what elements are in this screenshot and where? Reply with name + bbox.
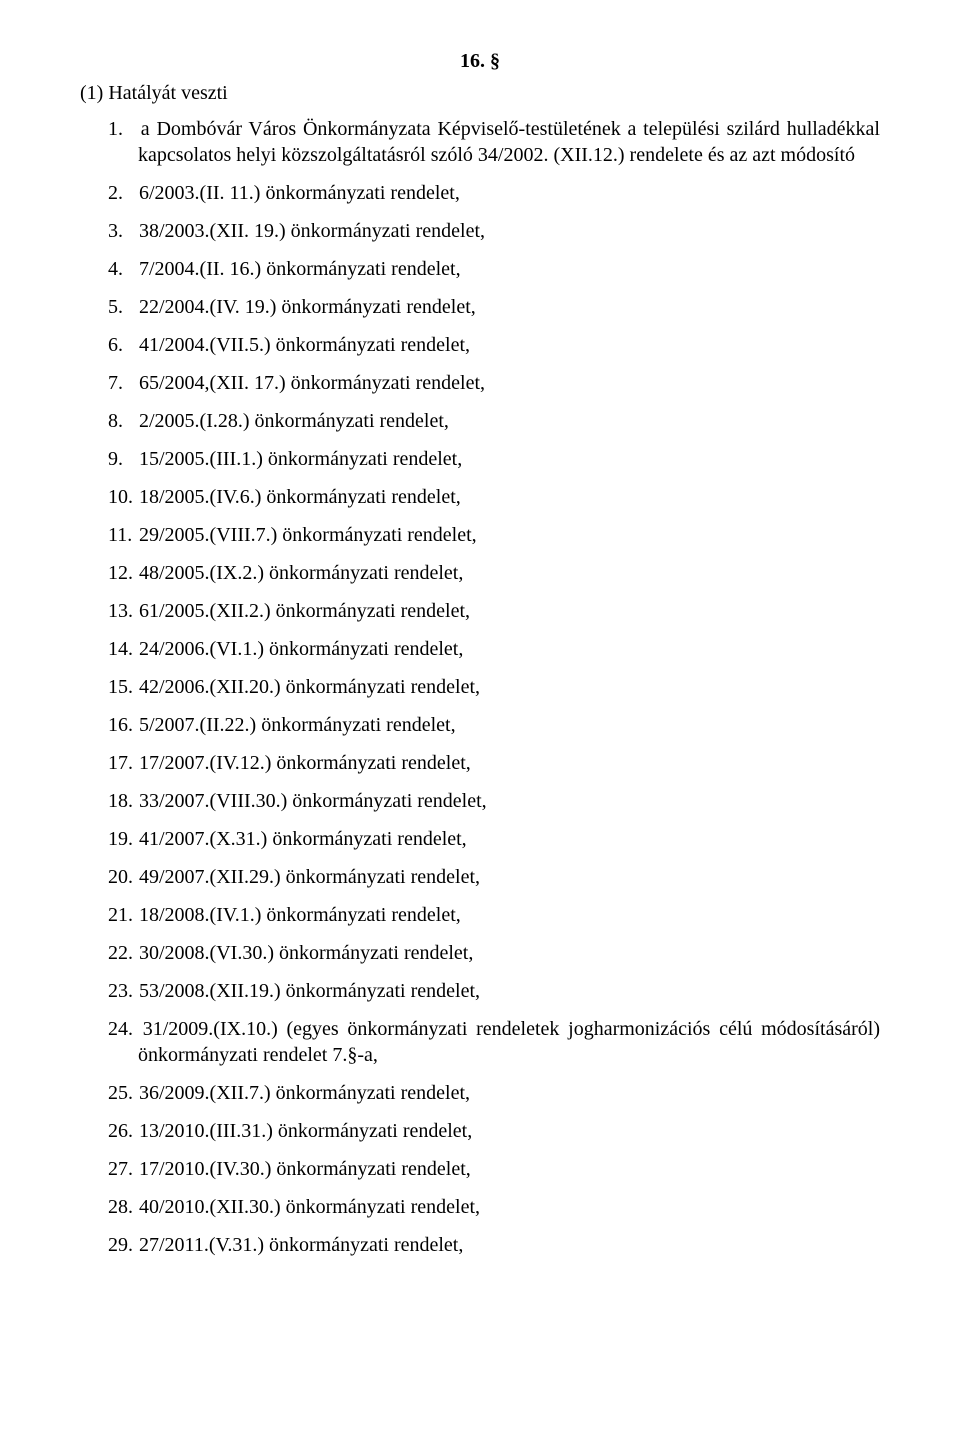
item-text: 61/2005.(XII.2.) önkormányzati rendelet, <box>134 600 470 622</box>
item-number: 3. <box>108 218 134 244</box>
item-text: 53/2008.(XII.19.) önkormányzati rendelet… <box>134 980 480 1002</box>
item-text: 65/2004,(XII. 17.) önkormányzati rendele… <box>134 372 485 394</box>
list-item: 29. 27/2011.(V.31.) önkormányzati rendel… <box>80 1232 880 1258</box>
item-text: 36/2009.(XII.7.) önkormányzati rendelet, <box>134 1082 470 1104</box>
item-number: 16. <box>108 712 134 738</box>
item-text: 38/2003.(XII. 19.) önkormányzati rendele… <box>134 220 485 242</box>
list-item: 4. 7/2004.(II. 16.) önkormányzati rendel… <box>80 256 880 282</box>
item-text: 31/2009.(IX.10.) (egyes önkormányzati re… <box>134 1018 880 1066</box>
list-item: 10. 18/2005.(IV.6.) önkormányzati rendel… <box>80 484 880 510</box>
regulation-list: 1. a Dombóvár Város Önkormányzata Képvis… <box>80 116 880 1258</box>
list-item: 17. 17/2007.(IV.12.) önkormányzati rende… <box>80 750 880 776</box>
item-text: 7/2004.(II. 16.) önkormányzati rendelet, <box>134 258 461 280</box>
item-text: 42/2006.(XII.20.) önkormányzati rendelet… <box>134 676 480 698</box>
item-text: 33/2007.(VIII.30.) önkormányzati rendele… <box>134 790 487 812</box>
item-number: 1. <box>108 116 134 142</box>
list-item: 25. 36/2009.(XII.7.) önkormányzati rende… <box>80 1080 880 1106</box>
item-text: 24/2006.(VI.1.) önkormányzati rendelet, <box>134 638 463 660</box>
list-item: 8. 2/2005.(I.28.) önkormányzati rendelet… <box>80 408 880 434</box>
item-text: 6/2003.(II. 11.) önkormányzati rendelet, <box>134 182 460 204</box>
item-text: 17/2010.(IV.30.) önkormányzati rendelet, <box>134 1158 471 1180</box>
item-number: 19. <box>108 826 134 852</box>
item-number: 24. <box>108 1016 134 1042</box>
list-item: 3. 38/2003.(XII. 19.) önkormányzati rend… <box>80 218 880 244</box>
list-item: 18. 33/2007.(VIII.30.) önkormányzati ren… <box>80 788 880 814</box>
intro-text: (1) Hatályát veszti <box>80 80 880 106</box>
item-number: 18. <box>108 788 134 814</box>
item-number: 2. <box>108 180 134 206</box>
item-number: 21. <box>108 902 134 928</box>
item-text: 49/2007.(XII.29.) önkormányzati rendelet… <box>134 866 480 888</box>
item-number: 27. <box>108 1156 134 1182</box>
item-text: 5/2007.(II.22.) önkormányzati rendelet, <box>134 714 456 736</box>
list-item: 24. 31/2009.(IX.10.) (egyes önkormányzat… <box>80 1016 880 1068</box>
list-item: 2. 6/2003.(II. 11.) önkormányzati rendel… <box>80 180 880 206</box>
item-number: 9. <box>108 446 134 472</box>
item-text: 40/2010.(XII.30.) önkormányzati rendelet… <box>134 1196 480 1218</box>
list-item: 6. 41/2004.(VII.5.) önkormányzati rendel… <box>80 332 880 358</box>
item-text: 41/2004.(VII.5.) önkormányzati rendelet, <box>134 334 470 356</box>
item-text: 41/2007.(X.31.) önkormányzati rendelet, <box>134 828 467 850</box>
item-text: 17/2007.(IV.12.) önkormányzati rendelet, <box>134 752 471 774</box>
item-number: 6. <box>108 332 134 358</box>
item-text: 22/2004.(IV. 19.) önkormányzati rendelet… <box>134 296 476 318</box>
list-item: 21. 18/2008.(IV.1.) önkormányzati rendel… <box>80 902 880 928</box>
item-number: 11. <box>108 522 134 548</box>
list-item: 27. 17/2010.(IV.30.) önkormányzati rende… <box>80 1156 880 1182</box>
item-number: 7. <box>108 370 134 396</box>
item-number: 8. <box>108 408 134 434</box>
list-item: 12. 48/2005.(IX.2.) önkormányzati rendel… <box>80 560 880 586</box>
item-text: 48/2005.(IX.2.) önkormányzati rendelet, <box>134 562 463 584</box>
list-item: 23. 53/2008.(XII.19.) önkormányzati rend… <box>80 978 880 1004</box>
item-number: 12. <box>108 560 134 586</box>
item-number: 28. <box>108 1194 134 1220</box>
item-text: 2/2005.(I.28.) önkormányzati rendelet, <box>134 410 449 432</box>
list-item: 14. 24/2006.(VI.1.) önkormányzati rendel… <box>80 636 880 662</box>
list-item: 26. 13/2010.(III.31.) önkormányzati rend… <box>80 1118 880 1144</box>
list-item: 28. 40/2010.(XII.30.) önkormányzati rend… <box>80 1194 880 1220</box>
list-item: 22. 30/2008.(VI.30.) önkormányzati rende… <box>80 940 880 966</box>
item-text: 18/2008.(IV.1.) önkormányzati rendelet, <box>134 904 461 926</box>
item-number: 4. <box>108 256 134 282</box>
list-item: 9. 15/2005.(III.1.) önkormányzati rendel… <box>80 446 880 472</box>
item-text: 15/2005.(III.1.) önkormányzati rendelet, <box>134 448 462 470</box>
item-number: 20. <box>108 864 134 890</box>
item-text: a Dombóvár Város Önkormányzata Képviselő… <box>134 118 880 166</box>
item-number: 22. <box>108 940 134 966</box>
item-number: 26. <box>108 1118 134 1144</box>
item-text: 27/2011.(V.31.) önkormányzati rendelet, <box>134 1234 463 1256</box>
list-item: 5. 22/2004.(IV. 19.) önkormányzati rende… <box>80 294 880 320</box>
item-text: 18/2005.(IV.6.) önkormányzati rendelet, <box>134 486 461 508</box>
list-item: 16. 5/2007.(II.22.) önkormányzati rendel… <box>80 712 880 738</box>
list-item: 13. 61/2005.(XII.2.) önkormányzati rende… <box>80 598 880 624</box>
list-item: 20. 49/2007.(XII.29.) önkormányzati rend… <box>80 864 880 890</box>
item-number: 17. <box>108 750 134 776</box>
list-item: 11. 29/2005.(VIII.7.) önkormányzati rend… <box>80 522 880 548</box>
list-item: 19. 41/2007.(X.31.) önkormányzati rendel… <box>80 826 880 852</box>
item-text: 30/2008.(VI.30.) önkormányzati rendelet, <box>134 942 473 964</box>
item-text: 29/2005.(VIII.7.) önkormányzati rendelet… <box>134 524 477 546</box>
item-number: 15. <box>108 674 134 700</box>
list-item: 15. 42/2006.(XII.20.) önkormányzati rend… <box>80 674 880 700</box>
item-number: 25. <box>108 1080 134 1106</box>
item-number: 5. <box>108 294 134 320</box>
item-text: 13/2010.(III.31.) önkormányzati rendelet… <box>134 1120 472 1142</box>
item-number: 14. <box>108 636 134 662</box>
item-number: 10. <box>108 484 134 510</box>
section-number: 16. § <box>80 48 880 74</box>
item-number: 23. <box>108 978 134 1004</box>
list-item: 1. a Dombóvár Város Önkormányzata Képvis… <box>80 116 880 168</box>
list-item: 7. 65/2004,(XII. 17.) önkormányzati rend… <box>80 370 880 396</box>
item-number: 13. <box>108 598 134 624</box>
item-number: 29. <box>108 1232 134 1258</box>
